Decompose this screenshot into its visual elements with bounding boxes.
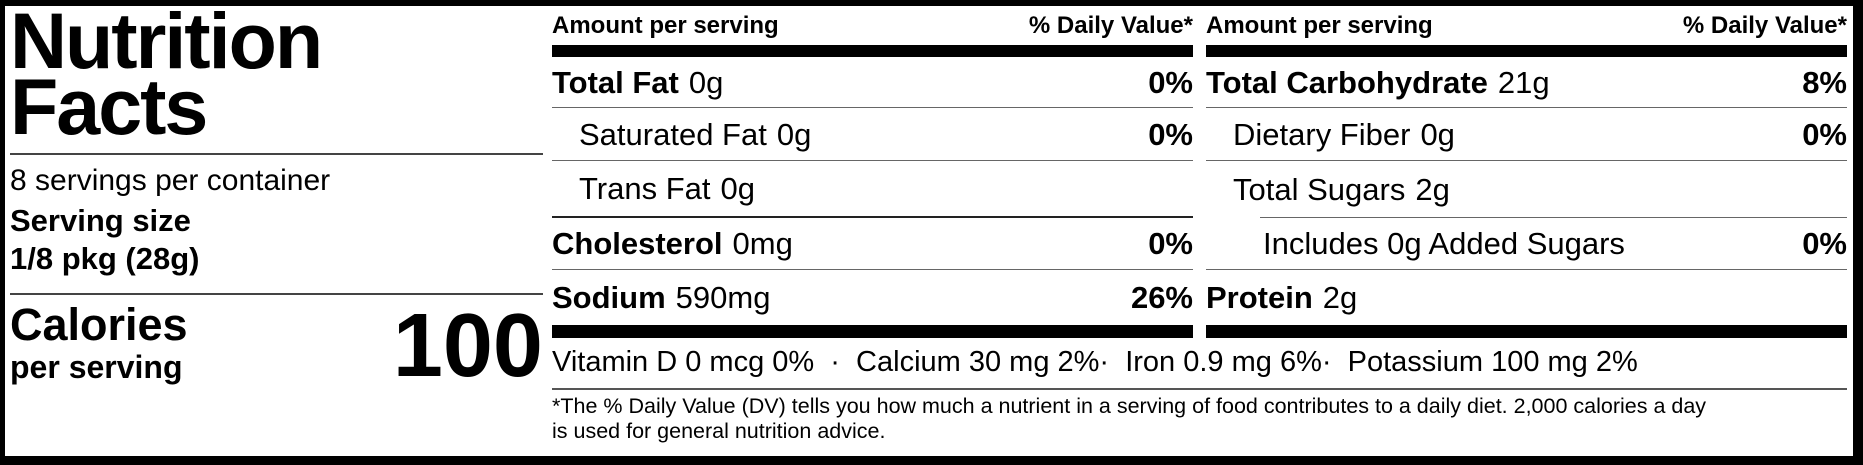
indented-divider [1260, 216, 1847, 218]
nutrient-row-total-carbohydrate: Total Carbohydrate 21g 8% [1206, 57, 1847, 108]
nutrient-daily-value: 0% [1148, 64, 1193, 100]
nutrient-amount: 0g [720, 171, 755, 206]
nutrient-amount: 0g [776, 116, 812, 152]
nutrient-row-dietary-fiber: Dietary Fiber 0g 0% [1206, 108, 1847, 161]
nutrient-name: Sodium [552, 280, 666, 315]
nutrient-name: Dietary Fiber [1233, 116, 1411, 152]
nutrient-name: Saturated Fat [579, 116, 767, 152]
nutrient-name: Cholesterol [552, 226, 723, 261]
nutrient-daily-value: 26% [1130, 280, 1193, 315]
nutrient-amount: 0g [1420, 116, 1455, 152]
nutrient-amount: 2g [1415, 172, 1450, 207]
label-title-line1: Nutrition [10, 0, 323, 85]
nutrient-name: Total Sugars [1233, 172, 1406, 207]
micronutrients-line: Vitamin D 0 mcg 0% · Calcium 30 mg 2%· I… [552, 346, 1638, 378]
nutrient-row-trans-fat: Trans Fat 0g [552, 161, 1193, 218]
nutrient-row-added-sugars: Includes 0g Added Sugars 0% [1206, 218, 1847, 270]
nutrient-amount: 21g [1497, 64, 1550, 100]
nutrient-rows: Total Fat 0g 0% Saturated Fat 0g 0% Tran… [552, 57, 1193, 325]
nutrient-row-saturated-fat: Saturated Fat 0g 0% [552, 108, 1193, 161]
amount-per-serving-header: Amount per serving [1206, 12, 1433, 39]
nutrient-daily-value: 0% [1802, 116, 1847, 152]
nutrient-name: Trans Fat [579, 171, 711, 206]
nutrient-name: Total Fat [552, 64, 679, 100]
nutrient-name: Protein [1206, 280, 1313, 315]
nutrient-row-cholesterol: Cholesterol 0mg 0% [552, 218, 1193, 270]
nutrient-row-total-fat: Total Fat 0g 0% [552, 57, 1193, 108]
column-header: Amount per serving % Daily Value* [552, 12, 1193, 40]
nutrient-amount: 2g [1322, 280, 1358, 315]
nutrient-amount: 590mg [675, 280, 771, 315]
nutrient-row-sodium: Sodium 590mg 26% [552, 270, 1193, 325]
column-header: Amount per serving % Daily Value* [1206, 12, 1847, 40]
calories-sublabel: per serving [10, 349, 183, 385]
thick-bar [552, 325, 1193, 338]
nutrient-name: Total Carbohydrate [1206, 64, 1488, 100]
amount-per-serving-header: Amount per serving [552, 12, 779, 39]
divider [552, 388, 1847, 390]
daily-value-header: % Daily Value* [1682, 12, 1847, 39]
divider [10, 153, 543, 155]
serving-size-value: 1/8 pkg (28g) [10, 241, 200, 276]
calories-value: 100 [392, 296, 543, 396]
nutrient-column-fats: Amount per serving % Daily Value* Total … [552, 6, 1193, 346]
footnote-line2: is used for general nutrition advice. [552, 418, 886, 443]
thick-bar [1206, 325, 1847, 338]
nutrient-daily-value: 0% [1148, 226, 1193, 261]
calories-label: Calories [10, 299, 188, 350]
nutrient-rows: Total Carbohydrate 21g 8% Dietary Fiber … [1206, 57, 1847, 325]
nutrient-amount: 0g [688, 64, 724, 100]
servings-per-container: 8 servings per container [10, 164, 331, 197]
nutrient-row-protein: Protein 2g [1206, 270, 1847, 325]
thick-bar [1206, 45, 1847, 57]
thick-bar [552, 45, 1193, 57]
nutrient-daily-value: 0% [1148, 116, 1193, 152]
label-left-panel: Nutrition Facts 8 servings per container… [10, 6, 543, 456]
divider [10, 293, 543, 295]
nutrient-amount: 0mg [732, 226, 793, 261]
nutrient-column-carbs: Amount per serving % Daily Value* Total … [1206, 6, 1847, 346]
label-title-line2: Facts [10, 62, 208, 151]
footnote-line1: *The % Daily Value (DV) tells you how mu… [552, 394, 1707, 418]
daily-value-header: % Daily Value* [1028, 12, 1193, 39]
daily-value-footnote: *The % Daily Value (DV) tells you how mu… [552, 394, 1852, 443]
serving-size-label: Serving size [10, 203, 191, 238]
nutrient-daily-value: 8% [1802, 64, 1847, 100]
label-title: Nutrition Facts [10, 0, 323, 151]
nutrient-daily-value: 0% [1802, 226, 1847, 261]
nutrient-name: Includes 0g Added Sugars [1263, 226, 1625, 261]
nutrient-row-total-sugars: Total Sugars 2g [1206, 161, 1847, 218]
